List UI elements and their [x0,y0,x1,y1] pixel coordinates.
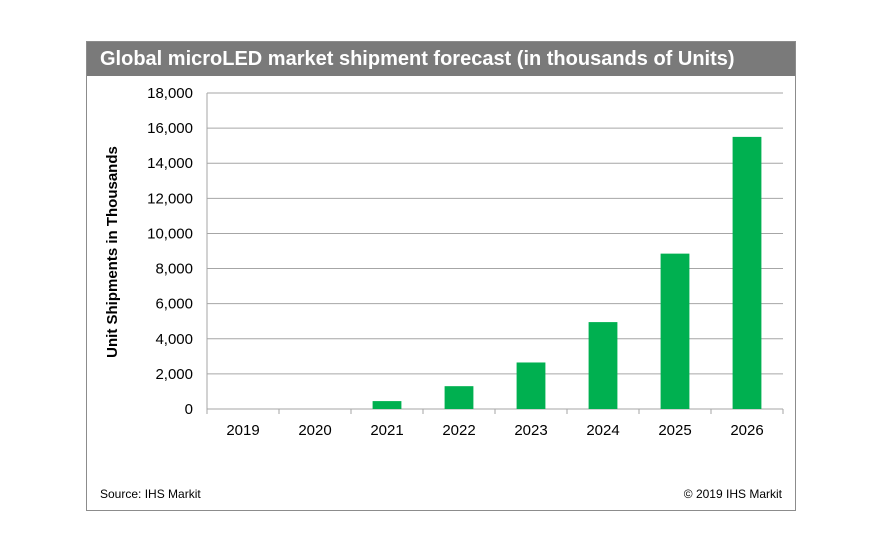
x-tick-label: 2023 [514,422,547,439]
source-note: Source: IHS Markit [100,487,201,501]
bar-2023 [516,362,546,409]
y-tick-label: 18,000 [147,85,193,102]
bar-2026 [732,136,762,409]
y-tick-label: 6,000 [155,296,193,313]
x-tick-label: 2026 [730,422,763,439]
x-tick-label: 2021 [370,422,403,439]
y-tick-label: 14,000 [147,155,193,172]
y-tick-label: 10,000 [147,225,193,242]
bar-2025 [660,253,690,409]
bar-2021 [372,401,402,409]
y-tick-label: 2,000 [155,366,193,383]
x-tick-label: 2025 [658,422,691,439]
copyright-note: © 2019 IHS Markit [683,487,782,501]
x-tick-label: 2022 [442,422,475,439]
x-tick-label: 2020 [298,422,331,439]
bar-2024 [588,322,618,409]
y-axis-title: Unit Shipments in Thousands [104,146,121,358]
y-tick-label: 12,000 [147,190,193,207]
chart-title: Global microLED market shipment forecast… [87,42,795,76]
y-tick-label: 16,000 [147,120,193,137]
bar-2022 [444,386,474,409]
x-tick-label: 2019 [226,422,259,439]
y-tick-label: 0 [185,401,193,418]
y-tick-label: 8,000 [155,261,193,278]
x-tick-label: 2024 [586,422,619,439]
y-tick-label: 4,000 [155,331,193,348]
